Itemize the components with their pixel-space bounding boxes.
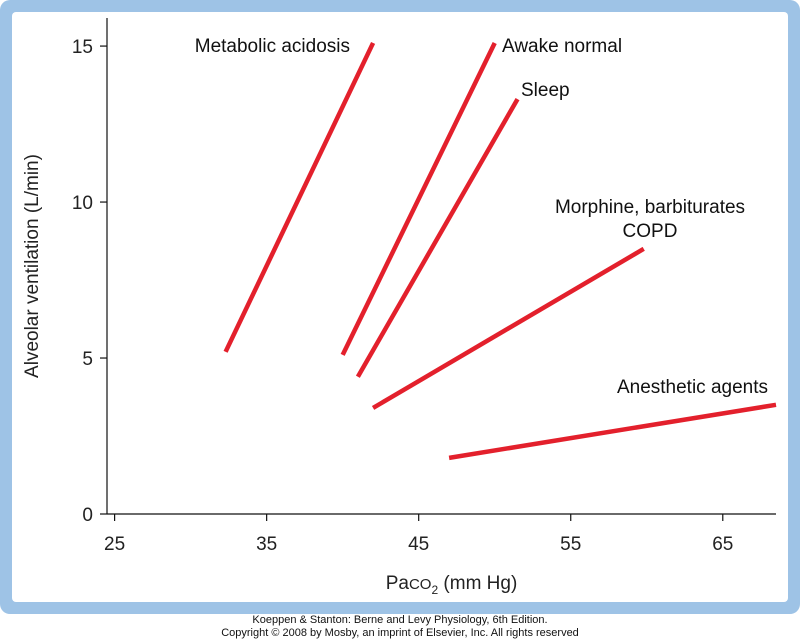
series-label: Anesthetic agents	[617, 377, 768, 398]
series-labels: Metabolic acidosis Awake normal Sleep Morph…	[195, 36, 768, 398]
x-axis-title: PaCO2 (mm Hg)	[386, 573, 518, 597]
credit-line-1: Koeppen & Stanton: Berne and Levy Physio…	[252, 614, 548, 626]
credit-line-2: Copyright © 2008 by Mosby, an imprint of…	[221, 627, 579, 639]
series-line-awake-normal	[340, 41, 497, 356]
series-label: Sleep	[521, 80, 570, 101]
series-label: Awake normal	[502, 36, 622, 57]
y-axis-title: Alveolar ventilation (L/min)	[22, 154, 43, 378]
y-tick-label: 10	[72, 193, 93, 214]
chart: 0 5 10 15 25 35 45 55 65 Alveolar ventilation (L/…	[22, 18, 777, 597]
chart-marks	[223, 41, 777, 461]
axes: 0 5 10 15 25 35 45 55 65 Alveolar ventilation (L/…	[22, 18, 776, 597]
x-tick-label: 55	[560, 534, 581, 555]
series-line-morphine-barbiturates-copd	[371, 246, 645, 410]
series-line-metabolic-acidosis	[223, 41, 376, 353]
series-line-anesthetic-agents	[448, 402, 777, 461]
x-tick-label: 65	[712, 534, 733, 555]
x-tick-label: 45	[408, 534, 429, 555]
series-label: COPD	[623, 221, 678, 242]
series-line-sleep	[355, 97, 520, 378]
x-tick-label: 25	[104, 534, 125, 555]
series-label: Metabolic acidosis	[195, 36, 350, 57]
y-tick-label: 15	[72, 37, 93, 58]
series-label: Morphine, barbiturates	[555, 197, 745, 218]
y-tick-label: 0	[82, 505, 93, 526]
x-tick-label: 35	[256, 534, 277, 555]
credit: Koeppen & Stanton: Berne and Levy Physio…	[0, 614, 800, 640]
y-tick-label: 5	[82, 349, 93, 370]
